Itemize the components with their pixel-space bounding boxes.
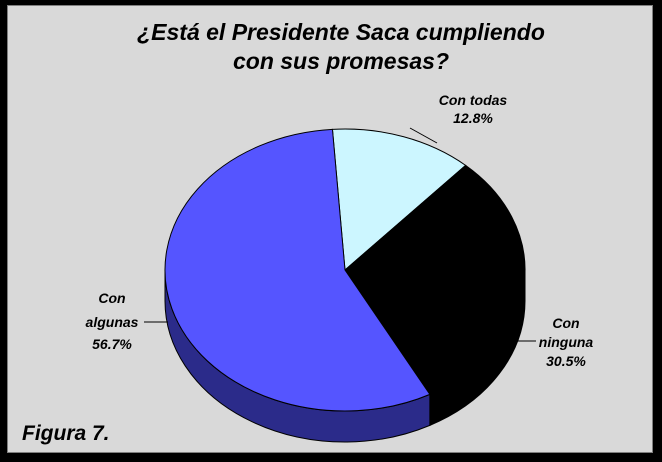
- figure-label: Figura 7.: [22, 422, 110, 445]
- slice-label-con-todas: Con todas: [439, 92, 508, 108]
- pie-slice-1: [344, 164, 526, 395]
- pie-slice-0: [331, 128, 467, 272]
- chart-title-line-2: con sus promesas?: [233, 48, 449, 74]
- leader-line-con-todas: [409, 127, 438, 144]
- pie-top: [164, 128, 526, 412]
- slice-value-con-todas: 12.8%: [453, 110, 493, 126]
- slice-label-con-ninguna-2: ninguna: [539, 334, 594, 350]
- slice-label-con-algunas-2: algunas: [86, 314, 139, 330]
- slice-value-con-ninguna: 30.5%: [546, 353, 586, 369]
- slice-value-con-algunas: 56.7%: [92, 336, 132, 352]
- slice-label-con-algunas-1: Con: [98, 290, 125, 306]
- slice-label-con-ninguna-1: Con: [552, 315, 579, 331]
- chart-title-line-1: ¿Está el Presidente Saca cumpliendo: [137, 19, 545, 45]
- pie-slice-2: [164, 128, 431, 412]
